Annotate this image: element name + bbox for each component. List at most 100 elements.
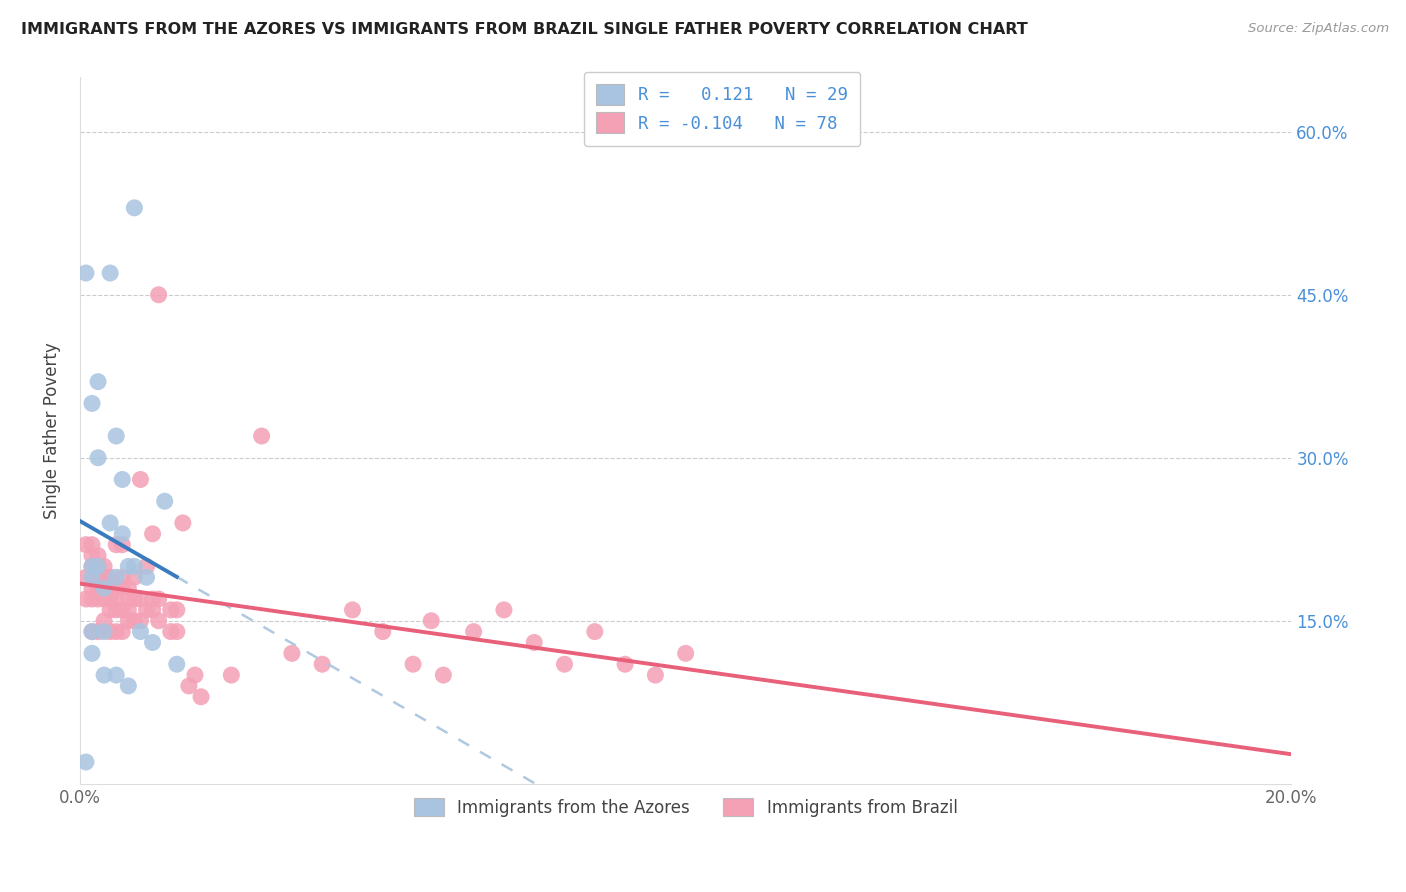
- Point: [221, 668, 243, 682]
- Point: [80, 396, 103, 410]
- Point: [105, 429, 128, 443]
- Point: [190, 690, 212, 704]
- Point: [80, 549, 103, 563]
- Point: [166, 657, 188, 672]
- Point: [75, 538, 97, 552]
- Point: [105, 592, 128, 607]
- Point: [80, 592, 103, 607]
- Point: [129, 624, 152, 639]
- Point: [117, 614, 139, 628]
- Point: [148, 287, 170, 301]
- Point: [371, 624, 394, 639]
- Point: [87, 624, 110, 639]
- Point: [98, 592, 121, 607]
- Point: [87, 570, 110, 584]
- Point: [583, 624, 606, 639]
- Point: [93, 668, 115, 682]
- Point: [492, 603, 515, 617]
- Point: [614, 657, 637, 672]
- Point: [142, 526, 165, 541]
- Point: [111, 624, 134, 639]
- Point: [342, 603, 364, 617]
- Point: [644, 668, 666, 682]
- Point: [80, 570, 103, 584]
- Point: [124, 559, 146, 574]
- Point: [111, 570, 134, 584]
- Point: [87, 581, 110, 595]
- Point: [172, 516, 194, 530]
- Point: [105, 624, 128, 639]
- Point: [402, 657, 425, 672]
- Point: [98, 266, 121, 280]
- Point: [93, 581, 115, 595]
- Point: [105, 581, 128, 595]
- Point: [117, 679, 139, 693]
- Point: [135, 570, 157, 584]
- Text: IMMIGRANTS FROM THE AZORES VS IMMIGRANTS FROM BRAZIL SINGLE FATHER POVERTY CORRE: IMMIGRANTS FROM THE AZORES VS IMMIGRANTS…: [21, 22, 1028, 37]
- Point: [166, 603, 188, 617]
- Point: [124, 201, 146, 215]
- Point: [87, 559, 110, 574]
- Point: [93, 570, 115, 584]
- Point: [75, 592, 97, 607]
- Point: [87, 592, 110, 607]
- Point: [184, 668, 207, 682]
- Point: [80, 559, 103, 574]
- Point: [675, 646, 697, 660]
- Point: [117, 581, 139, 595]
- Point: [111, 473, 134, 487]
- Point: [105, 538, 128, 552]
- Point: [124, 570, 146, 584]
- Point: [129, 614, 152, 628]
- Point: [87, 549, 110, 563]
- Point: [111, 581, 134, 595]
- Point: [111, 603, 134, 617]
- Point: [87, 559, 110, 574]
- Point: [80, 624, 103, 639]
- Point: [93, 581, 115, 595]
- Point: [420, 614, 443, 628]
- Point: [87, 450, 110, 465]
- Point: [281, 646, 304, 660]
- Point: [75, 755, 97, 769]
- Point: [129, 592, 152, 607]
- Point: [177, 679, 200, 693]
- Point: [80, 646, 103, 660]
- Point: [124, 592, 146, 607]
- Point: [111, 538, 134, 552]
- Point: [159, 603, 181, 617]
- Point: [98, 581, 121, 595]
- Point: [148, 614, 170, 628]
- Point: [75, 266, 97, 280]
- Point: [105, 603, 128, 617]
- Point: [117, 603, 139, 617]
- Point: [98, 603, 121, 617]
- Point: [80, 538, 103, 552]
- Point: [80, 581, 103, 595]
- Point: [105, 668, 128, 682]
- Point: [93, 614, 115, 628]
- Point: [463, 624, 485, 639]
- Point: [93, 592, 115, 607]
- Point: [80, 624, 103, 639]
- Point: [432, 668, 454, 682]
- Point: [117, 559, 139, 574]
- Point: [135, 603, 157, 617]
- Point: [87, 375, 110, 389]
- Point: [166, 624, 188, 639]
- Text: Source: ZipAtlas.com: Source: ZipAtlas.com: [1249, 22, 1389, 36]
- Point: [75, 570, 97, 584]
- Point: [98, 570, 121, 584]
- Point: [153, 494, 176, 508]
- Point: [553, 657, 575, 672]
- Y-axis label: Single Father Poverty: Single Father Poverty: [44, 343, 60, 519]
- Point: [129, 473, 152, 487]
- Point: [523, 635, 546, 649]
- Point: [311, 657, 333, 672]
- Point: [98, 516, 121, 530]
- Point: [142, 592, 165, 607]
- Point: [105, 570, 128, 584]
- Point: [250, 429, 273, 443]
- Point: [124, 614, 146, 628]
- Point: [142, 635, 165, 649]
